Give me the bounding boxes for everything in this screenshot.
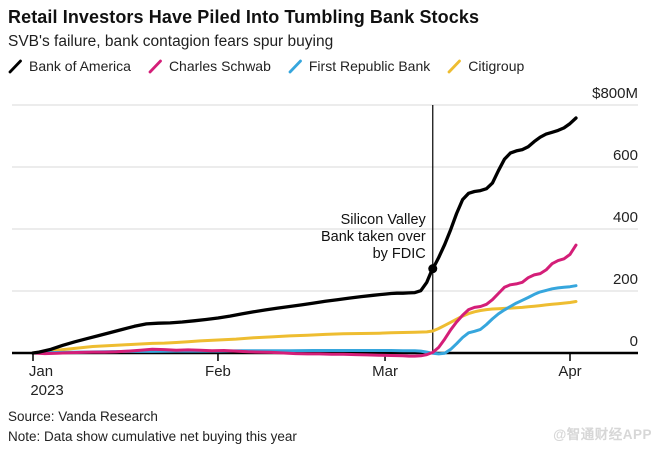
legend-item-bank-of-america: Bank of America	[8, 58, 131, 74]
svb-annotation-line-3: by FDIC	[373, 246, 426, 262]
legend-slash-icon-charles-schwab	[148, 59, 162, 73]
watermark: @智通财经APP	[553, 427, 652, 442]
x-axis-label-feb: Feb	[205, 363, 231, 380]
series-line-charles-schwab	[31, 243, 578, 358]
legend-item-citigroup: Citigroup	[447, 58, 524, 74]
x-axis-year-label: 2023	[30, 382, 63, 399]
data-note: Note: Data show cumulative net buying th…	[8, 429, 297, 444]
svb-annotation-line-1: Silicon Valley	[341, 212, 427, 228]
svb-event-marker-dot	[428, 264, 438, 274]
legend-label-first-republic-bank: First Republic Bank	[308, 58, 431, 74]
series-line-citigroup	[31, 300, 578, 355]
source-note: Source: Vanda Research	[8, 409, 158, 424]
series-line-bank-of-america	[31, 116, 578, 355]
legend-label-citigroup: Citigroup	[468, 58, 525, 74]
y-axis-label-600: 600	[613, 147, 638, 164]
chart-title: Retail Investors Have Piled Into Tumblin…	[8, 7, 480, 27]
chart-footer: Source: Vanda Research Note: Data show c…	[8, 407, 297, 447]
x-axis-label-apr: Apr	[558, 363, 581, 380]
y-axis-label-400: 400	[613, 209, 638, 226]
legend-label-bank-of-america: Bank of America	[29, 58, 131, 74]
legend-slash-icon-citigroup	[447, 59, 462, 73]
legend-item-first-republic-bank: First Republic Bank	[288, 58, 430, 74]
y-axis-label-800: $800M	[592, 85, 638, 102]
y-axis-label-200: 200	[613, 271, 638, 288]
chart-subtitle: SVB's failure, bank contagion fears spur…	[8, 33, 334, 50]
svb-annotation-line-2: Bank taken over	[321, 229, 426, 245]
chart-legend: Bank of America Charles Schwab First Repub…	[8, 58, 652, 74]
legend-item-charles-schwab: Charles Schwab	[148, 58, 271, 74]
legend-label-charles-schwab: Charles Schwab	[168, 58, 271, 74]
y-axis-label-0: 0	[630, 333, 638, 350]
x-axis-label-mar: Mar	[372, 363, 398, 380]
x-axis-label-jan: Jan	[29, 363, 53, 380]
legend-slash-icon-first-republic-bank	[288, 59, 302, 73]
legend-slash-icon-bank-of-america	[8, 59, 22, 73]
